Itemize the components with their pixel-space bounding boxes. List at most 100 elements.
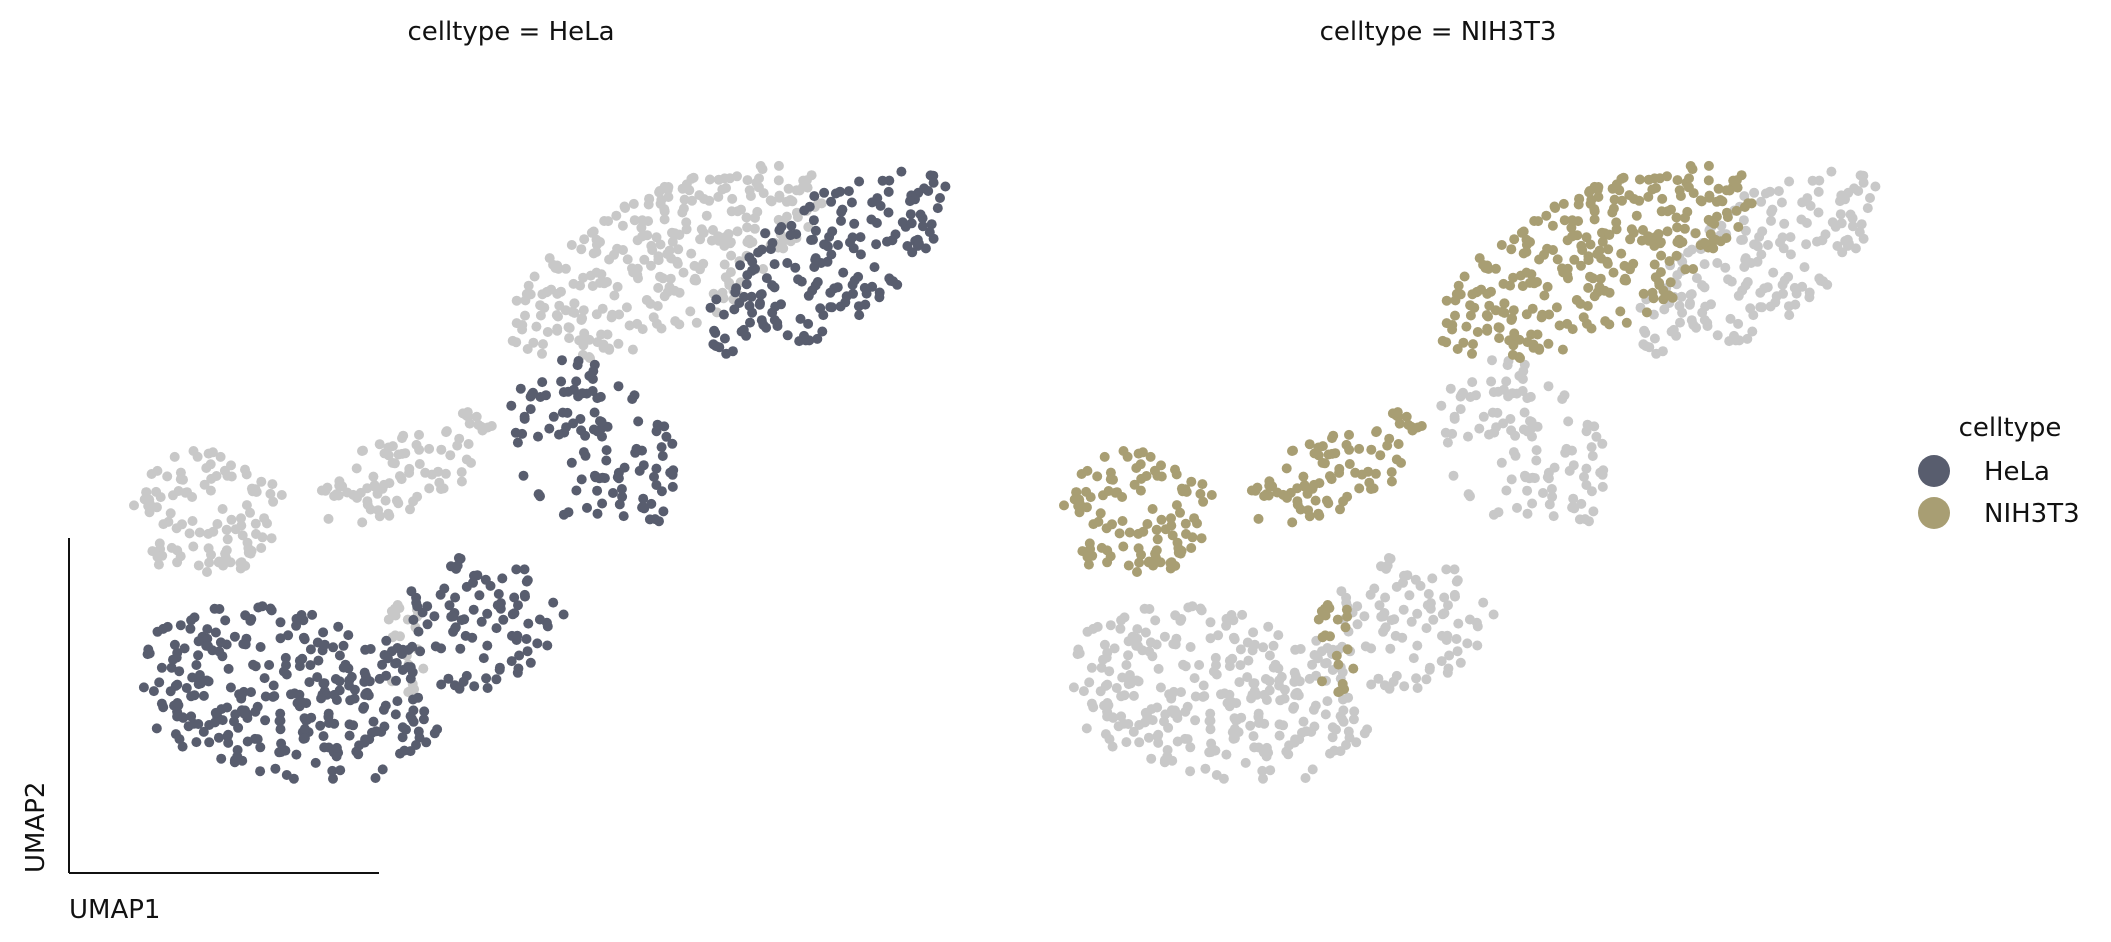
point-background-217: [1329, 745, 1340, 756]
point-nih3t3-697: [1156, 514, 1167, 525]
point-hela-331: [413, 626, 424, 637]
point-background-617: [1755, 302, 1766, 313]
point-background-110: [1362, 724, 1373, 735]
point-nih3t3-906: [1733, 222, 1744, 232]
point-background-980: [611, 210, 622, 221]
point-hela-139: [323, 711, 334, 722]
point-nih3t3-846: [1327, 433, 1337, 444]
point-hela-58: [191, 737, 202, 748]
point-background-1033: [566, 240, 577, 250]
point-background-837: [404, 467, 415, 478]
point-hela-630: [940, 181, 951, 192]
point-hela-393: [407, 641, 418, 652]
point-background-413: [1538, 488, 1548, 498]
point-background-443: [1455, 404, 1466, 415]
point-nih3t3-958: [1481, 310, 1492, 321]
point-background-375: [1422, 600, 1433, 611]
point-background-1089: [658, 273, 668, 284]
point-nih3t3-886: [1303, 505, 1314, 516]
point-background-1183: [618, 245, 628, 255]
point-hela-254: [363, 690, 374, 701]
point-hela-399: [651, 463, 662, 474]
point-hela-317: [436, 643, 447, 654]
point-background-268: [1226, 696, 1237, 707]
point-hela-240: [344, 719, 355, 730]
point-hela-369: [497, 573, 508, 584]
point-background-774: [207, 447, 218, 458]
point-hela-202: [299, 733, 310, 744]
point-background-265: [1205, 724, 1216, 735]
point-nih3t3-1103: [1467, 289, 1478, 300]
point-background-142: [1086, 698, 1097, 709]
point-hela-30: [229, 631, 240, 642]
point-background-239: [1084, 677, 1095, 688]
point-nih3t3-1151: [1721, 233, 1732, 243]
point-hela-268: [296, 696, 307, 707]
point-nih3t3-1013: [1542, 281, 1553, 292]
point-nih3t3-1182: [1508, 272, 1519, 283]
point-hela-123: [209, 603, 220, 614]
point-hela-470: [515, 383, 526, 394]
point-hela-372: [498, 614, 509, 625]
point-nih3t3-1108: [1592, 184, 1603, 195]
point-background-607: [1676, 291, 1687, 302]
point-hela-606: [913, 238, 924, 249]
point-background-835: [466, 457, 476, 468]
point-background-1111: [758, 188, 769, 199]
point-nih3t3-781: [1189, 513, 1200, 524]
point-background-639: [1802, 193, 1813, 204]
point-background-1058: [622, 254, 633, 265]
point-background-175: [1327, 732, 1338, 743]
point-hela-106: [246, 687, 256, 698]
point-background-578: [1862, 203, 1873, 214]
point-nih3t3-746: [1206, 490, 1217, 500]
axis-indicator: UMAP1 UMAP2: [21, 538, 379, 925]
point-background-196: [1172, 736, 1183, 747]
point-hela-263: [358, 703, 369, 714]
point-hela-159: [344, 730, 355, 741]
point-background-273: [1211, 660, 1221, 671]
point-hela-431: [656, 442, 667, 453]
point-nih3t3-1136: [1704, 192, 1715, 203]
point-hela-587: [782, 330, 793, 341]
point-background-1075: [511, 318, 522, 329]
point-background-777: [203, 543, 214, 554]
point-background-958: [551, 310, 562, 321]
point-hela-374: [494, 662, 505, 673]
point-background-984: [523, 280, 534, 291]
point-hela-300: [509, 592, 520, 603]
point-nih3t3-759: [1135, 459, 1146, 470]
point-hela-292: [222, 702, 233, 713]
legend-marker-hela: [1918, 455, 1950, 487]
point-background-661: [1822, 279, 1833, 290]
point-background-320: [1439, 608, 1450, 619]
point-background-389: [1336, 586, 1347, 597]
point-nih3t3-786: [1173, 543, 1184, 554]
point-nih3t3-1126: [1722, 212, 1733, 223]
point-hela-653: [741, 279, 752, 290]
point-background-517: [1712, 258, 1723, 268]
point-background-1003: [736, 204, 746, 215]
point-hela-436: [517, 428, 528, 439]
point-hela-388: [481, 673, 492, 684]
scatter-panel-hela: [129, 160, 951, 784]
point-background-551: [1684, 299, 1695, 310]
point-nih3t3-1047: [1506, 244, 1517, 255]
point-background-81: [1185, 742, 1196, 753]
point-nih3t3-1055: [1680, 212, 1690, 223]
point-background-524: [1742, 277, 1753, 287]
point-background-877: [463, 439, 474, 449]
point-background-463: [1576, 498, 1587, 509]
point-background-263: [1288, 703, 1299, 714]
point-hela-176: [360, 644, 371, 655]
point-hela-537: [790, 262, 801, 273]
point-hela-151: [312, 672, 323, 683]
point-hela-232: [294, 655, 305, 666]
point-background-253: [1170, 610, 1181, 621]
point-background-798: [155, 492, 166, 503]
point-hela-459: [633, 416, 644, 427]
point-hela-31: [275, 708, 286, 719]
point-background-1123: [687, 195, 697, 206]
point-hela-74: [335, 765, 346, 776]
point-hela-567: [812, 333, 823, 344]
